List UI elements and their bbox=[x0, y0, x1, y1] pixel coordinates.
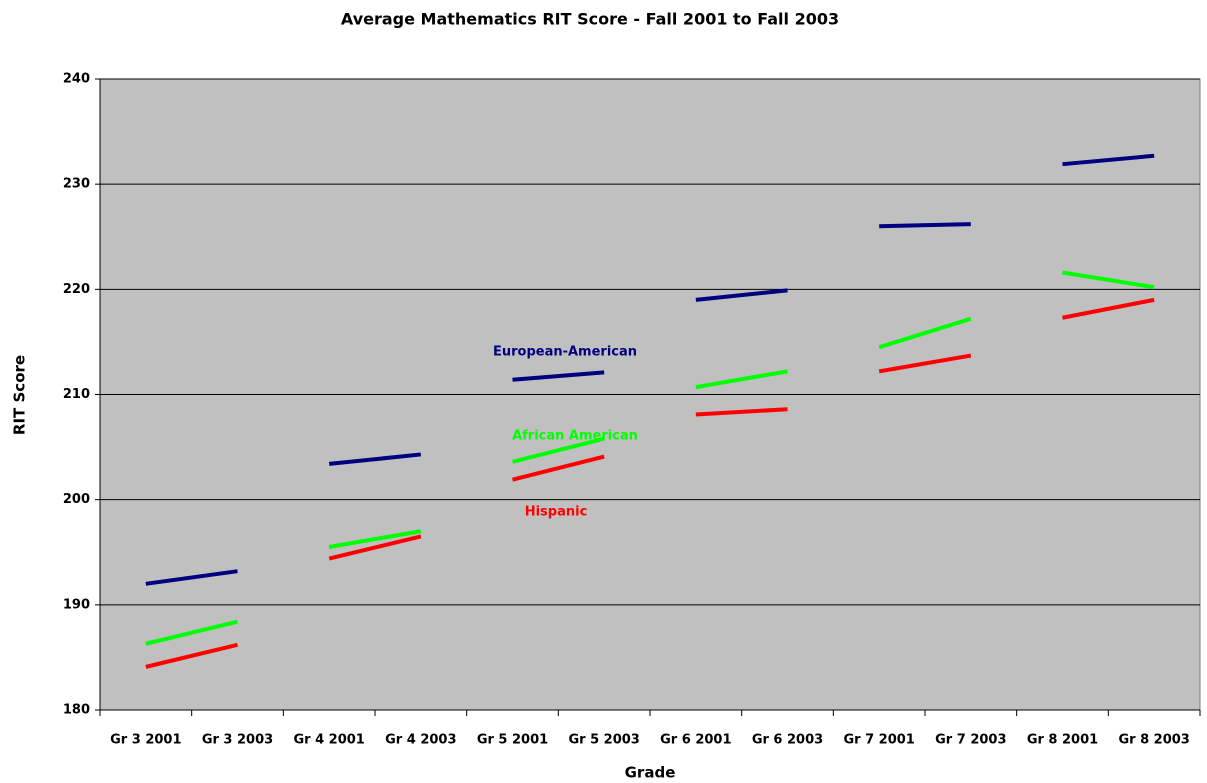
x-tick-label: Gr 6 2003 bbox=[752, 733, 823, 748]
x-tick-label: Gr 6 2001 bbox=[660, 733, 731, 748]
x-tick-label: Gr 4 2003 bbox=[385, 733, 456, 748]
y-tick-label: 240 bbox=[63, 72, 90, 87]
y-tick-label: 200 bbox=[63, 492, 90, 507]
series-label: African American bbox=[512, 429, 638, 444]
x-tick-label: Gr 7 2003 bbox=[935, 733, 1006, 748]
line-segment bbox=[145, 569, 238, 586]
x-tick-label: Gr 5 2001 bbox=[477, 733, 548, 748]
x-tick-label: Gr 5 2003 bbox=[568, 733, 639, 748]
y-axis-title: RIT Score bbox=[11, 355, 29, 435]
y-tick-label: 180 bbox=[63, 703, 90, 718]
y-tick-label: 230 bbox=[63, 177, 90, 192]
y-tick-label: 210 bbox=[63, 387, 90, 402]
line-segment bbox=[328, 534, 422, 561]
line-segment bbox=[1062, 270, 1155, 290]
line-segment bbox=[512, 436, 605, 464]
line-segment bbox=[878, 316, 972, 350]
line-segment bbox=[328, 452, 422, 466]
line-segment bbox=[695, 288, 788, 302]
line-segment bbox=[695, 369, 788, 390]
x-tick-label: Gr 4 2001 bbox=[293, 733, 364, 748]
line-segment bbox=[879, 222, 971, 229]
x-tick-label: Gr 3 2003 bbox=[202, 733, 273, 748]
line-segment bbox=[512, 454, 605, 482]
line-segment bbox=[145, 642, 238, 669]
x-tick-label: Gr 3 2001 bbox=[110, 733, 181, 748]
x-tick-label: Gr 8 2003 bbox=[1118, 733, 1189, 748]
line-segment bbox=[878, 353, 972, 374]
line-segment bbox=[328, 529, 422, 549]
y-tick-label: 220 bbox=[63, 282, 90, 297]
x-axis-title: Grade bbox=[625, 764, 676, 782]
line-segment bbox=[512, 370, 605, 382]
x-tick-label: Gr 7 2001 bbox=[843, 733, 914, 748]
series-label: European-American bbox=[493, 345, 637, 360]
line-segment bbox=[145, 619, 238, 646]
chart-title: Average Mathematics RIT Score - Fall 200… bbox=[341, 10, 839, 29]
line-segment bbox=[695, 407, 788, 417]
x-tick-label: Gr 8 2001 bbox=[1027, 733, 1098, 748]
series-label: Hispanic bbox=[525, 505, 588, 520]
line-segment bbox=[1062, 297, 1155, 320]
line-segment bbox=[1062, 153, 1155, 167]
y-tick-label: 190 bbox=[63, 597, 90, 612]
